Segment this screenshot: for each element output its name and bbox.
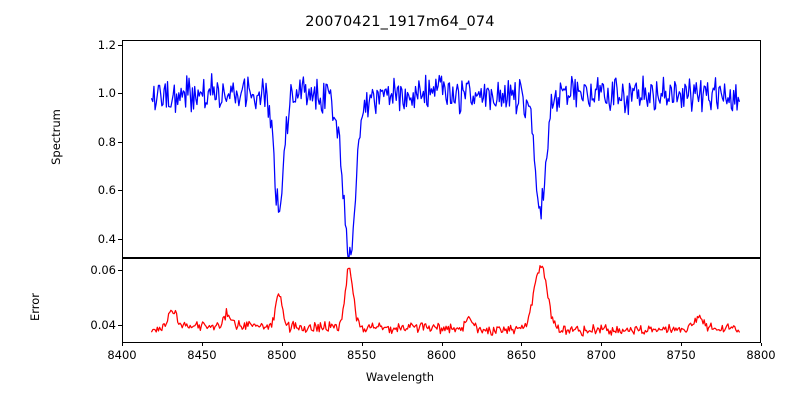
x-tick-label: 8750 [666,347,696,362]
spectrum-y-axis-label: Spectrum [49,109,63,165]
chart-title: 20070421_1917m64_074 [305,14,495,30]
spectrum-y-tick-label: 0.6 [97,183,116,198]
spectrum-y-tick [118,93,122,95]
x-tick [122,342,124,347]
x-tick-label: 8450 [187,347,217,362]
spectrum-y-tick-label: 1.2 [97,37,116,52]
x-tick [761,342,763,347]
spectrum-y-tick [118,238,122,240]
error-y-tick-label: 0.06 [90,262,116,277]
x-tick-label: 8800 [746,347,776,362]
error-y-tick-label: 0.04 [90,317,116,332]
x-tick [601,342,603,347]
error-y-tick [118,324,122,326]
x-tick [521,342,523,347]
spectrum-y-tick-label: 0.8 [97,134,116,149]
x-tick [201,342,203,347]
error-y-axis-label: Error [28,292,42,322]
x-tick [361,342,363,347]
x-tick-label: 8650 [506,347,537,362]
x-tick-label: 8500 [267,347,297,362]
error-y-tick [118,269,122,271]
spectrum-trace [123,41,760,257]
x-tick-label: 8700 [586,347,616,362]
spectrum-plot-panel [122,40,761,258]
error-trace [123,259,760,342]
x-axis-label: Wavelength [365,370,435,384]
error-plot-panel [122,257,761,343]
x-tick-label: 8400 [107,347,137,362]
spectrum-y-tick [118,141,122,143]
x-tick-label: 8600 [426,347,457,362]
x-tick [681,342,683,347]
spectrum-y-tick-label: 1.0 [97,86,116,101]
spectrum-y-tick-label: 0.4 [97,231,116,246]
x-tick [441,342,443,347]
spectrum-y-tick [118,190,122,192]
x-tick-label: 8550 [346,347,377,362]
spectrum-y-tick [118,44,122,46]
x-tick [281,342,283,347]
